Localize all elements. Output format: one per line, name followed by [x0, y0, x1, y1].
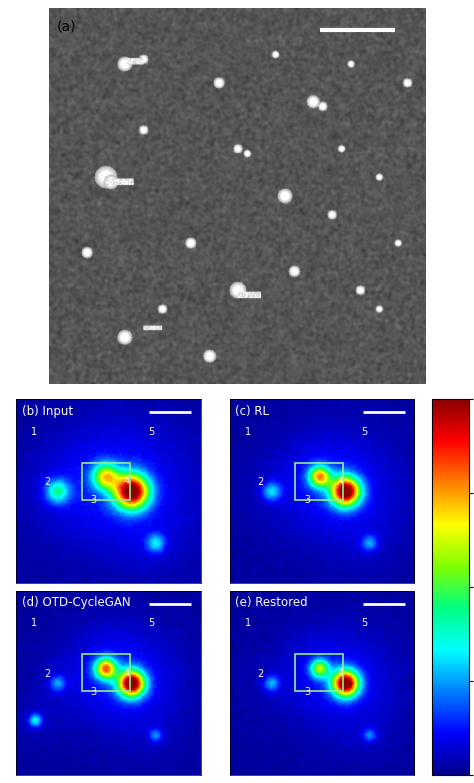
Text: 5: 5	[148, 619, 154, 629]
Text: 3: 3	[91, 495, 97, 505]
Text: 2: 2	[257, 477, 264, 487]
Text: 3: 3	[304, 687, 310, 697]
Text: 4: 4	[337, 477, 344, 486]
Text: 1: 1	[245, 619, 251, 629]
Text: (d) OTD-CycleGAN: (d) OTD-CycleGAN	[22, 597, 130, 609]
Bar	[82, 655, 130, 691]
Text: 1: 1	[31, 427, 37, 437]
Text: 2: 2	[257, 669, 264, 679]
Text: 1: 1	[245, 427, 251, 437]
Text: (a): (a)	[56, 19, 76, 33]
Text: 5: 5	[361, 619, 368, 629]
Text: 1: 1	[31, 619, 37, 629]
Text: (c) RL: (c) RL	[236, 405, 269, 417]
Text: (e) Restored: (e) Restored	[236, 597, 308, 609]
Text: 5: 5	[361, 427, 368, 437]
Text: (b) Input: (b) Input	[22, 405, 73, 417]
Text: 3: 3	[304, 495, 310, 505]
Text: 4: 4	[124, 668, 130, 678]
Text: 4: 4	[124, 477, 130, 486]
Text: 3: 3	[91, 687, 97, 697]
Bar	[295, 463, 343, 500]
Bar	[295, 655, 343, 691]
Bar	[82, 463, 130, 500]
Text: 5: 5	[148, 427, 154, 437]
Text: 2: 2	[44, 669, 50, 679]
Text: 4: 4	[337, 668, 344, 678]
Text: 2: 2	[44, 477, 50, 487]
